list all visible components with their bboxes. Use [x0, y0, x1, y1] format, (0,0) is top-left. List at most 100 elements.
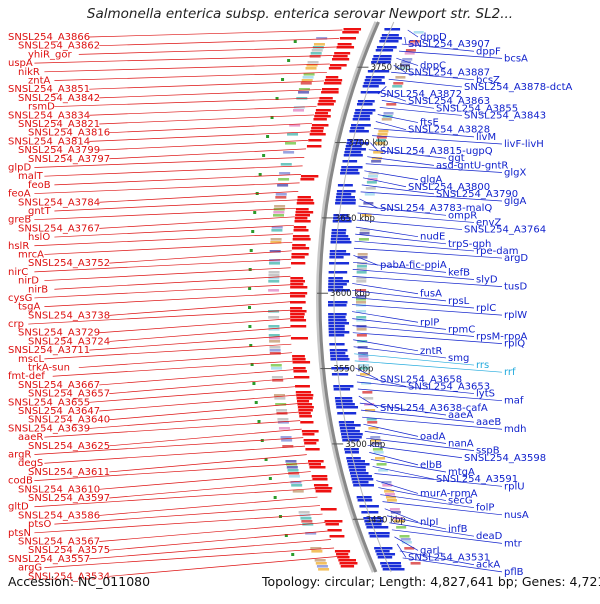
gene-leader-right: [353, 261, 447, 273]
gene-leader-right: [372, 466, 435, 480]
cog-block: [371, 442, 382, 445]
reverse-gene: [294, 217, 308, 220]
gene-label-left: SNSL254_A3586: [18, 510, 100, 521]
gene-label-right: rrs: [476, 360, 489, 371]
gene-leader-left: [99, 522, 326, 542]
forward-gene: [331, 229, 347, 232]
forward-gene: [368, 532, 390, 535]
forward-gene: [343, 154, 363, 157]
gene-leader-right: [389, 522, 475, 537]
cog-block: [399, 535, 410, 538]
cog-block: [357, 253, 368, 256]
gene-label-left: SNSL254_A3575: [28, 545, 110, 556]
reverse-gene: [320, 508, 337, 511]
gene-label-right: ompR: [448, 210, 477, 221]
cog-block: [385, 493, 396, 496]
forward-gene: [349, 130, 369, 133]
gene-leader-right: [374, 473, 503, 487]
gene-label-right: nlpI: [420, 517, 438, 528]
gene-label-left: feoA: [8, 189, 31, 200]
gene-leader-left: [34, 258, 292, 273]
gene-label-right: mtgA: [448, 467, 475, 478]
reverse-gene: [317, 103, 334, 106]
trna-mark: [275, 97, 279, 100]
forward-gene: [335, 199, 356, 202]
cog-block: [357, 256, 368, 259]
forward-gene: [345, 145, 362, 148]
cog-block: [281, 439, 293, 442]
left-labels: SNSL254_A3866SNSL254_A3862yhiR_goruspAni…: [8, 29, 343, 582]
gene-leader-left: [109, 556, 338, 577]
cog-block: [307, 61, 319, 64]
cog-block: [368, 175, 379, 178]
gene-label-left: SNSL254_A3866: [8, 32, 90, 43]
cog-block: [366, 418, 377, 421]
forward-gene: [331, 232, 346, 235]
forward-gene: [329, 262, 350, 265]
reverse-gene: [311, 475, 328, 478]
inner-ring: [333, 21, 395, 573]
gene-label-left: hslR: [8, 241, 29, 252]
gene-leader-left: [89, 539, 332, 560]
forward-gene: [328, 325, 345, 328]
genome-stats-label: Topology: circular; Length: 4,827,641 bp…: [262, 574, 600, 589]
cog-block: [274, 397, 286, 400]
gene-leader-right: [370, 142, 379, 152]
cog-block: [408, 43, 419, 46]
cog-block: [399, 64, 410, 67]
cog-block: [280, 163, 292, 166]
cog-block: [356, 316, 367, 319]
reverse-gene: [295, 208, 309, 211]
forward-gene: [330, 358, 350, 361]
gene-label-left: malT: [18, 171, 44, 182]
map-footer: Accession: NC_011080 Topology: circular;…: [0, 574, 600, 596]
gene-leader-left: [54, 174, 302, 186]
gene-label-left: SNSL254_A3657: [28, 389, 110, 400]
gene-leader-right: [353, 247, 503, 259]
cog-block: [383, 112, 394, 115]
cog-block: [392, 85, 403, 88]
tick-label: 3500 kbp: [345, 440, 385, 450]
cog-block: [375, 457, 386, 460]
gene-leader-left: [99, 496, 318, 516]
gene-leader-right: [399, 50, 503, 59]
cog-block: [361, 382, 372, 385]
reverse-gene: [323, 82, 342, 85]
forward-gene: [380, 37, 402, 40]
reverse-gene: [292, 358, 306, 361]
gene-leader-right: [402, 557, 503, 573]
forward-gene: [340, 169, 359, 172]
gene-leader-right: [377, 114, 419, 123]
cog-block: [277, 418, 289, 421]
forward-gene: [380, 562, 402, 565]
forward-gene: [365, 523, 382, 526]
reverse-gene: [337, 43, 352, 46]
gene-label-right: SNSL254_A3531: [408, 553, 490, 564]
gene-label-left: mscL: [18, 354, 44, 365]
gene-leader-left: [109, 377, 295, 394]
cog-block: [268, 280, 280, 283]
gene-label-right: infB: [448, 524, 468, 535]
gene-label-right: rplP: [420, 317, 439, 328]
forward-gene: [353, 484, 374, 487]
trna-mark: [248, 306, 252, 309]
cog-block: [300, 82, 312, 85]
reverse-gene: [296, 394, 314, 397]
cog-block: [378, 130, 389, 133]
gene-label-left: hslO: [28, 232, 50, 243]
cog-block: [298, 88, 310, 91]
gene-label-right: aaeB: [476, 417, 501, 428]
cog-block: [356, 334, 367, 337]
backbone-arc: [316, 21, 395, 573]
cog-block: [410, 562, 421, 565]
gene-leader-left: [89, 131, 310, 142]
backbone-shadow: [316, 21, 379, 573]
cog-block: [356, 295, 367, 298]
forward-gene: [333, 388, 351, 391]
cog-block: [360, 373, 371, 376]
gene-label-right: sspB: [476, 446, 500, 457]
forward-gene: [369, 535, 390, 538]
reverse-gene: [336, 46, 355, 49]
gene-leader-right: [375, 121, 407, 131]
cog-block: [292, 490, 304, 493]
